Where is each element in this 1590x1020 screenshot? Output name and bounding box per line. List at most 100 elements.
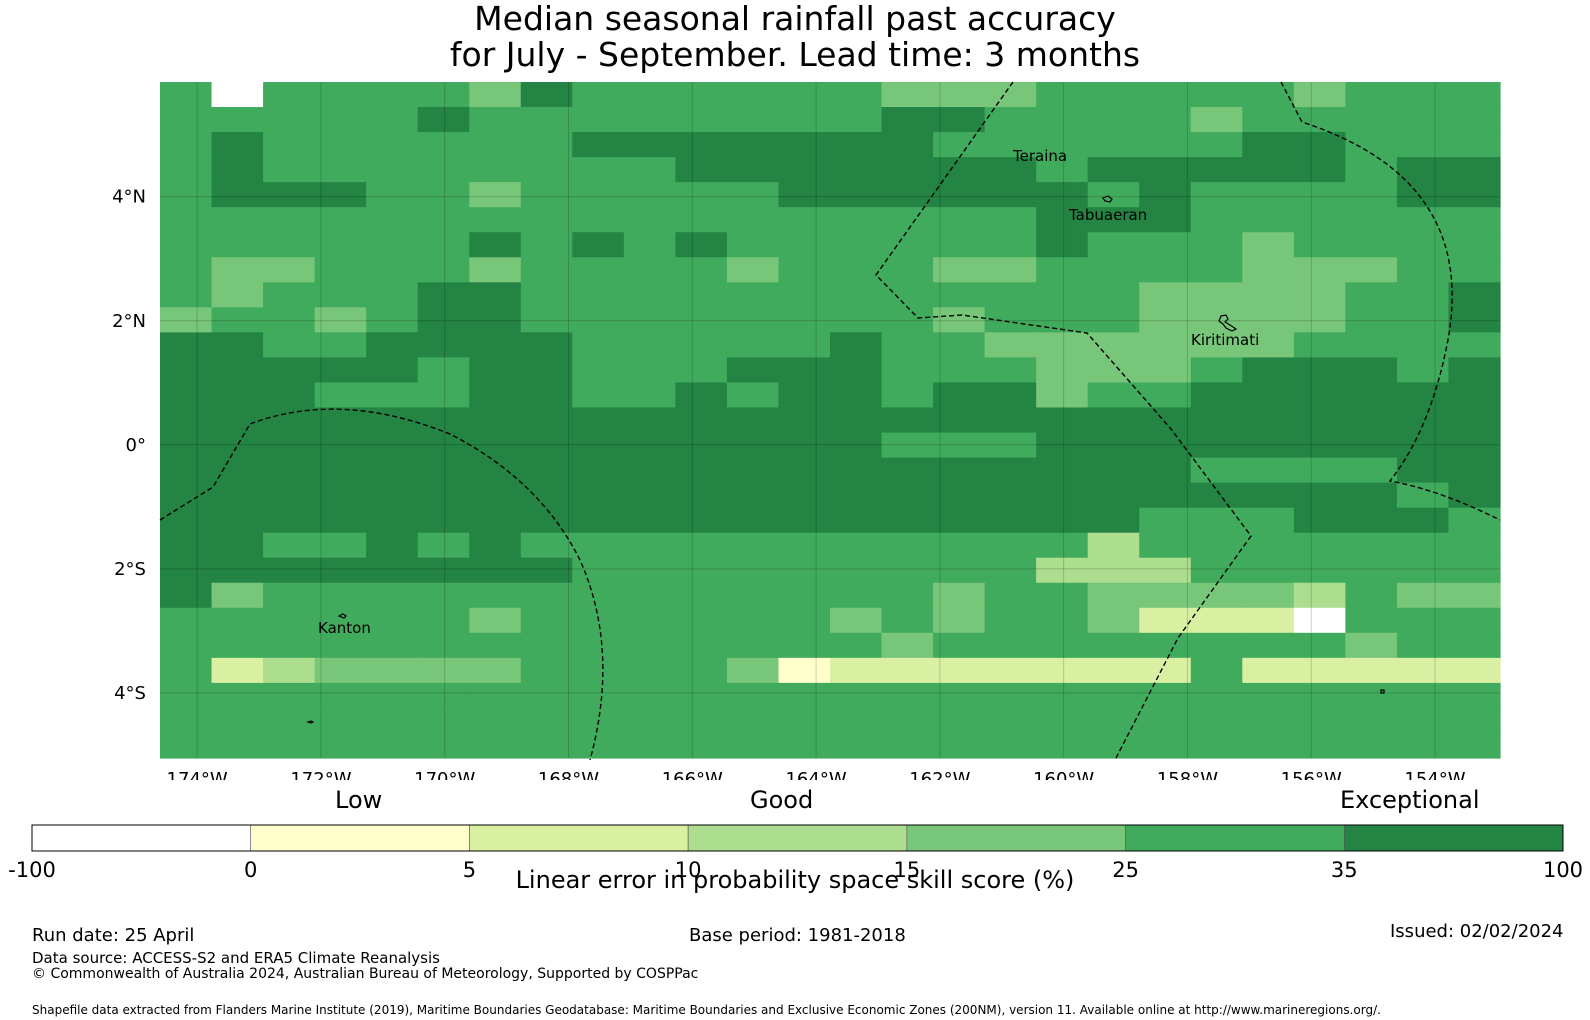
grid-cell bbox=[1087, 82, 1140, 108]
grid-cell bbox=[984, 732, 1037, 759]
grid-cell bbox=[572, 282, 625, 308]
grid-cell bbox=[984, 182, 1037, 208]
grid-cell bbox=[1087, 507, 1140, 534]
grid-cell bbox=[263, 282, 316, 308]
grid-cell bbox=[1242, 457, 1295, 484]
grid-cell bbox=[1190, 332, 1243, 359]
grid-cell bbox=[1396, 282, 1450, 308]
category-low: Low bbox=[335, 786, 383, 814]
grid-cell bbox=[1087, 307, 1140, 333]
grid-cell bbox=[263, 407, 316, 434]
grid-cell bbox=[830, 257, 883, 283]
grid-cell bbox=[984, 407, 1037, 434]
grid-cell bbox=[778, 432, 831, 459]
grid-cell bbox=[830, 607, 883, 634]
grid-cell bbox=[1396, 332, 1450, 359]
grid-cell bbox=[211, 632, 264, 659]
x-tick-label: 158°W bbox=[1157, 769, 1218, 780]
grid-cell bbox=[366, 157, 419, 183]
grid-cell bbox=[1345, 657, 1398, 684]
grid-cell bbox=[469, 482, 522, 509]
grid-cell bbox=[1036, 382, 1089, 409]
grid-cell bbox=[572, 507, 625, 534]
grid-cell bbox=[366, 107, 419, 133]
grid-cell bbox=[1448, 282, 1501, 308]
grid-cell bbox=[1139, 332, 1192, 359]
grid-cell bbox=[1448, 582, 1501, 609]
grid-cell bbox=[830, 632, 883, 659]
grid-cell bbox=[211, 407, 264, 434]
grid-cell bbox=[1293, 132, 1346, 158]
grid-cell bbox=[211, 582, 264, 609]
grid-cell bbox=[366, 557, 419, 584]
grid-cell bbox=[1242, 207, 1295, 233]
grid-cell bbox=[314, 132, 367, 158]
grid-cell bbox=[520, 682, 573, 709]
grid-cell bbox=[263, 307, 316, 333]
grid-cell bbox=[1139, 532, 1192, 559]
grid-cell bbox=[830, 132, 883, 158]
title-line-1: Median seasonal rainfall past accuracy bbox=[474, 0, 1116, 38]
grid-cell bbox=[1139, 207, 1192, 233]
grid-cell bbox=[984, 607, 1037, 634]
grid-cell bbox=[1190, 257, 1243, 283]
grid-cell bbox=[984, 457, 1037, 484]
grid-cell bbox=[984, 107, 1037, 133]
grid-cell bbox=[469, 607, 522, 634]
grid-cell bbox=[1293, 532, 1346, 559]
grid-cell bbox=[469, 207, 522, 233]
grid-cell bbox=[933, 482, 986, 509]
grid-cell bbox=[778, 732, 831, 759]
grid-cell bbox=[1190, 682, 1243, 709]
grid-cell bbox=[160, 307, 213, 333]
grid-cell bbox=[830, 557, 883, 584]
grid-cell bbox=[984, 707, 1037, 734]
grid-cell bbox=[881, 107, 934, 133]
grid-cell bbox=[1242, 232, 1295, 258]
grid-cell bbox=[726, 582, 780, 609]
grid-cell bbox=[366, 732, 419, 759]
grid-cell bbox=[1396, 607, 1450, 634]
grid-cell bbox=[1345, 232, 1398, 258]
grid-cell bbox=[675, 432, 728, 459]
grid-cell bbox=[623, 682, 676, 709]
grid-cell bbox=[933, 382, 986, 409]
grid-cell bbox=[881, 157, 934, 183]
grid-cell bbox=[211, 232, 264, 258]
grid-cell bbox=[263, 182, 316, 208]
grid-cell bbox=[881, 207, 934, 233]
colorbar-segment bbox=[250, 824, 470, 852]
grid-cell bbox=[1242, 557, 1295, 584]
grid-cell bbox=[1293, 232, 1346, 258]
grid-cell bbox=[1087, 557, 1140, 584]
colorbar-tick-label: 0 bbox=[244, 858, 257, 882]
grid-cell bbox=[366, 432, 419, 459]
place-label-kanton: Kanton bbox=[318, 619, 371, 637]
grid-cell bbox=[211, 382, 264, 409]
grid-cell bbox=[675, 457, 728, 484]
grid-cell bbox=[417, 132, 470, 158]
grid-cell bbox=[1345, 382, 1398, 409]
grid-cell bbox=[1036, 707, 1089, 734]
grid-cell bbox=[160, 232, 213, 258]
grid-cell bbox=[933, 682, 986, 709]
grid-cell bbox=[263, 532, 316, 559]
grid-cell bbox=[366, 82, 419, 108]
grid-cell bbox=[1448, 557, 1501, 584]
grid-cell bbox=[881, 132, 934, 158]
grid-cell bbox=[211, 457, 264, 484]
colorbar-segments bbox=[31, 824, 1564, 852]
grid-cell bbox=[933, 207, 986, 233]
grid-cell bbox=[314, 607, 367, 634]
grid-cell bbox=[263, 107, 316, 133]
grid-cell bbox=[366, 657, 419, 684]
grid-cell bbox=[984, 332, 1037, 359]
grid-cell bbox=[933, 432, 986, 459]
grid-cell bbox=[830, 232, 883, 258]
grid-cell bbox=[211, 357, 264, 384]
grid-cell bbox=[1087, 357, 1140, 384]
grid-cell bbox=[1242, 257, 1295, 283]
grid-cell bbox=[1293, 407, 1346, 434]
base-period: Base period: 1981-2018 bbox=[689, 925, 906, 946]
island-small-1 bbox=[306, 720, 315, 724]
